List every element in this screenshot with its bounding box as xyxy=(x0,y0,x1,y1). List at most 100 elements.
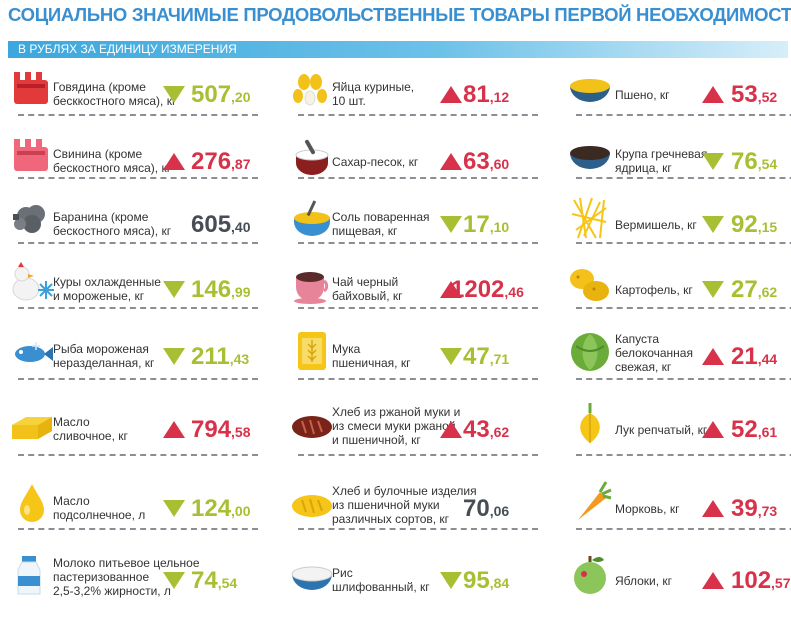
item-label-line: Рыба мороженая xyxy=(53,342,149,356)
row-divider xyxy=(18,177,258,179)
goods-item: Яблоки, кг 102,57 xyxy=(566,548,791,608)
item-price: 276,87 xyxy=(191,150,251,174)
item-label: Яблоки, кг xyxy=(615,574,672,588)
item-label-line: Яблоки, кг xyxy=(615,574,673,588)
price-decimal: ,15 xyxy=(757,219,778,235)
item-label: Крупа гречневая-ядрица, кг xyxy=(615,147,711,175)
carrot-icon xyxy=(566,478,614,526)
item-label-line: Сахар-песок, кг xyxy=(332,155,419,169)
goods-item: Рыба мороженая неразделанная, кг 211,43 xyxy=(8,324,270,384)
trend-down-icon xyxy=(163,348,185,365)
price-decimal: ,62 xyxy=(757,284,778,300)
item-label: Рис шлифованный, кг xyxy=(332,566,430,594)
item-label-line: Рис xyxy=(332,566,353,580)
potato-icon xyxy=(566,259,614,307)
row-divider xyxy=(576,528,791,530)
row-divider xyxy=(18,114,258,116)
price-integer: 124 xyxy=(191,495,232,522)
goods-item: Куры охлажденные и мороженые, кг 146,99 xyxy=(8,257,270,317)
trend-down-icon xyxy=(702,216,724,233)
item-price: 211,43 xyxy=(191,345,249,369)
pork-icon xyxy=(8,131,56,179)
item-label: Капуста белокочанная свежая, кг xyxy=(615,332,693,374)
price-integer: 102 xyxy=(731,567,772,594)
rice-bowl-icon xyxy=(288,550,336,598)
goods-item: Свинина (кроме бескостного мяса), кг 276,8… xyxy=(8,129,270,189)
price-decimal: ,87 xyxy=(231,156,251,172)
item-label-line: Хлеб из ржаной муки и xyxy=(332,405,461,419)
price-decimal: ,00 xyxy=(231,503,251,519)
subtitle: В РУБЛЯХ ЗА ЕДИНИЦУ ИЗМЕРЕНИЯ xyxy=(18,42,237,56)
row-divider xyxy=(18,528,258,530)
item-label-line: белокочанная xyxy=(615,346,693,360)
item-label-line: и пшеничной, кг xyxy=(332,433,421,447)
milk-bottle-icon xyxy=(8,550,56,598)
row-divider xyxy=(18,378,258,380)
price-integer: 27 xyxy=(731,276,758,303)
price-integer: 146 xyxy=(191,276,232,303)
item-label: Пшено, кг xyxy=(615,88,670,102)
goods-item: Масло сливочное, кг 794,58 xyxy=(8,397,270,457)
item-price: 146,99 xyxy=(191,278,251,302)
item-label: Соль поваренная пищевая, кг xyxy=(332,210,430,238)
item-label-line: Масло xyxy=(53,415,90,429)
trend-up-icon xyxy=(440,153,462,170)
item-label-line: 10 шт. xyxy=(332,94,366,108)
item-label-line: Баранина (кроме xyxy=(53,210,149,224)
goods-item: Молоко питьевое цельное пастеризованное 2,… xyxy=(8,548,270,608)
item-label-line: бескостного мяса), кг xyxy=(53,224,172,238)
item-label: Свинина (кроме бескостного мяса), кг xyxy=(53,147,171,175)
trend-up-icon xyxy=(440,281,462,298)
apple-icon xyxy=(566,550,614,598)
price-integer: 507 xyxy=(191,81,232,108)
price-decimal: ,06 xyxy=(489,503,510,519)
goods-item: Сахар-песок, кг 63,60 xyxy=(288,129,550,189)
goods-item: Масло подсолнечное, л 124,00 xyxy=(8,476,270,536)
trend-up-icon xyxy=(702,500,724,517)
item-price: 39,73 xyxy=(731,497,777,521)
goods-item: Лук репчатый, кг 52,61 xyxy=(566,397,791,457)
trend-down-icon xyxy=(163,500,185,517)
row-divider xyxy=(18,242,258,244)
item-price: 507,20 xyxy=(191,83,251,107)
price-decimal: ,40 xyxy=(231,219,251,235)
item-label-line: Крупа гречневая- xyxy=(615,147,712,161)
price-decimal: ,43 xyxy=(229,351,250,367)
item-price: 21,44 xyxy=(731,345,777,369)
lamb-icon xyxy=(8,194,56,242)
price-integer: 52 xyxy=(731,416,758,443)
salt-icon xyxy=(288,194,336,242)
item-label-line: Свинина (кроме xyxy=(53,147,143,161)
oil-drop-icon xyxy=(8,478,56,526)
vermicelli-icon xyxy=(566,194,614,242)
item-label: Яйца куриные, 10 шт. xyxy=(332,80,414,108)
goods-item: Хлеб и булочные изделия из пшеничной муки… xyxy=(288,476,550,536)
trend-up-icon xyxy=(702,421,724,438)
chicken-icon xyxy=(8,259,56,307)
millet-bowl-icon xyxy=(566,64,614,112)
eggs-icon xyxy=(288,64,336,112)
price-decimal: ,57 xyxy=(771,575,791,591)
item-price: 794,58 xyxy=(191,418,251,442)
price-integer: 63 xyxy=(463,148,490,175)
trend-down-icon xyxy=(440,216,462,233)
cabbage-icon xyxy=(566,326,614,374)
row-divider xyxy=(298,454,538,456)
price-decimal: ,44 xyxy=(757,351,778,367)
goods-item: Баранина (кроме бескостного мяса), кг 605,… xyxy=(8,192,270,252)
item-price: 92,15 xyxy=(731,213,777,237)
item-label-line: Соль поваренная xyxy=(332,210,430,224)
price-decimal: ,84 xyxy=(489,575,510,591)
price-decimal: ,62 xyxy=(489,424,510,440)
flour-bag-icon xyxy=(288,326,336,374)
price-integer: 47 xyxy=(463,343,490,370)
item-label: Морковь, кг xyxy=(615,502,679,516)
item-price: 70,06 xyxy=(463,497,509,521)
trend-down-icon xyxy=(440,572,462,589)
item-price: 17,10 xyxy=(463,213,509,237)
price-integer: 95 xyxy=(463,567,490,594)
price-decimal: ,61 xyxy=(757,424,778,440)
goods-item: Пшено, кг 53,52 xyxy=(566,62,791,122)
item-label-line: шлифованный, кг xyxy=(332,580,430,594)
item-label-line: Молоко питьевое цельное xyxy=(53,556,200,570)
